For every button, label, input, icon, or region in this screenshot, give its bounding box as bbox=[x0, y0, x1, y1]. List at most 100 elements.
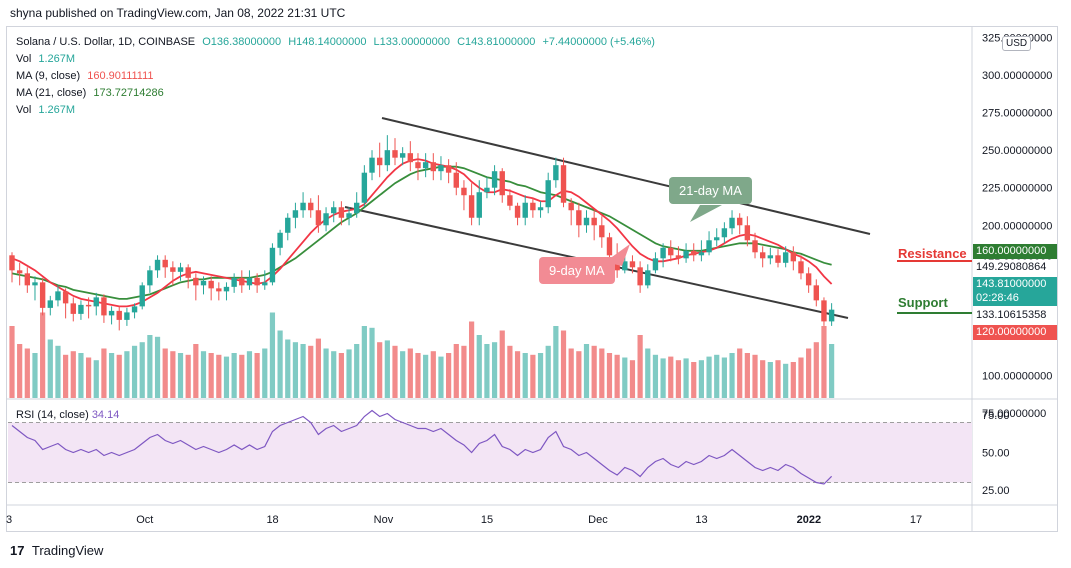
candle-body bbox=[231, 277, 237, 287]
price-tag-current: 143.81000000 bbox=[973, 277, 1057, 292]
rsi-legend[interactable]: RSI (14, close) 34.14 bbox=[16, 409, 119, 421]
ohlc-open: O136.38000000 bbox=[202, 36, 282, 48]
candle-body bbox=[453, 172, 459, 188]
volume-bar bbox=[200, 351, 207, 398]
volume-bar bbox=[308, 345, 314, 398]
time-tick-label: 18 bbox=[266, 514, 278, 526]
candle-body bbox=[193, 277, 199, 286]
candle-body bbox=[767, 255, 774, 259]
candle-body bbox=[698, 252, 705, 256]
candle-body bbox=[476, 192, 482, 218]
candle-body bbox=[629, 261, 636, 268]
candle-body bbox=[599, 225, 605, 238]
ma9-legend[interactable]: MA (9, close) 160.90111111 bbox=[16, 70, 158, 82]
volume-bar bbox=[93, 360, 99, 398]
candle-body bbox=[652, 258, 659, 271]
volume-bar bbox=[124, 351, 130, 398]
ma21-annotation-pointer bbox=[690, 205, 722, 222]
chart-frame[interactable] bbox=[6, 26, 1058, 532]
volume-bar bbox=[262, 348, 268, 398]
candle-body bbox=[729, 217, 735, 229]
candle-body bbox=[714, 237, 720, 241]
candle-body bbox=[430, 162, 436, 172]
volume-bar bbox=[323, 348, 329, 398]
volume-bar bbox=[683, 358, 689, 398]
candle-body bbox=[576, 210, 582, 226]
volume-bar bbox=[760, 360, 766, 398]
volume-bar bbox=[70, 351, 76, 398]
tradingview-footer[interactable]: 17 TradingView bbox=[10, 543, 103, 558]
volume-bar bbox=[407, 348, 413, 398]
volume-bar bbox=[223, 356, 230, 398]
rsi-label: RSI (14, close) bbox=[16, 409, 89, 421]
ma21-legend[interactable]: MA (21, close) 173.72714286 bbox=[16, 87, 168, 99]
candle-body bbox=[277, 232, 283, 248]
volume-bar bbox=[116, 354, 122, 398]
volume-bar bbox=[285, 339, 291, 398]
rsi-line bbox=[11, 409, 833, 485]
volume-bar bbox=[331, 351, 337, 398]
candle-body bbox=[637, 267, 643, 286]
volume-bar bbox=[430, 351, 436, 398]
price-tag-160: 160.00000000 bbox=[973, 244, 1057, 259]
price-tick-label: 275.00000000 bbox=[982, 108, 1052, 120]
candle-body bbox=[507, 195, 513, 206]
volume-bar bbox=[469, 321, 475, 398]
volume-bar bbox=[162, 348, 168, 398]
currency-button[interactable]: USD bbox=[1002, 36, 1032, 51]
candle-body bbox=[821, 300, 827, 322]
volume-bar bbox=[177, 353, 184, 398]
candle-body bbox=[239, 277, 245, 286]
candle-body bbox=[828, 309, 835, 322]
price-tag-149: 149.29080864 bbox=[973, 260, 1057, 275]
candle-body bbox=[606, 237, 613, 256]
candle-body bbox=[522, 202, 528, 218]
volume-bar bbox=[438, 356, 444, 398]
volume-bar bbox=[40, 312, 46, 398]
volume-bar bbox=[239, 354, 245, 398]
volume-bar bbox=[423, 354, 429, 398]
candle-body bbox=[591, 217, 597, 226]
candle-body bbox=[101, 297, 107, 316]
candle-body bbox=[269, 247, 276, 283]
candle-body bbox=[499, 171, 505, 196]
volume-bar bbox=[568, 348, 574, 398]
candle-body bbox=[70, 303, 76, 314]
volume-bar bbox=[652, 354, 659, 398]
volume-bar bbox=[86, 357, 92, 398]
candle-body bbox=[170, 267, 176, 272]
volume-bar bbox=[721, 357, 727, 398]
volume-bar bbox=[446, 353, 452, 398]
volume-bar bbox=[591, 345, 597, 398]
volume-legend[interactable]: Vol 1.267M bbox=[16, 53, 79, 65]
candle-body bbox=[706, 240, 712, 253]
volume-bar bbox=[185, 354, 191, 398]
time-tick-label: 3 bbox=[6, 514, 12, 526]
candle-body bbox=[568, 202, 574, 211]
volume-bar bbox=[354, 344, 360, 398]
volume-bar bbox=[193, 344, 199, 398]
volume2-legend[interactable]: Vol 1.267M bbox=[16, 104, 79, 116]
tradingview-logo-icon: 17 bbox=[10, 543, 25, 558]
volume-bar bbox=[767, 362, 773, 398]
candle-body bbox=[553, 165, 559, 181]
candle-body bbox=[530, 202, 536, 211]
candle-body bbox=[737, 217, 743, 226]
candle-body bbox=[545, 180, 551, 208]
ohlc-change: +7.44000000 (+5.46%) bbox=[542, 36, 655, 48]
candle-body bbox=[468, 195, 475, 218]
candle-body bbox=[445, 165, 452, 173]
time-tick-label: Nov bbox=[374, 514, 394, 526]
volume-value: 1.267M bbox=[38, 53, 76, 65]
volume-bar bbox=[806, 348, 812, 398]
volume-bar bbox=[706, 356, 712, 398]
candle-body bbox=[93, 297, 99, 307]
candle-body bbox=[675, 255, 682, 259]
volume-bar bbox=[170, 351, 176, 398]
support-label: Support bbox=[898, 295, 948, 310]
volume-bar bbox=[752, 354, 758, 398]
volume-bar bbox=[507, 345, 513, 398]
volume-bar bbox=[400, 351, 406, 398]
volume-bar bbox=[499, 330, 505, 398]
